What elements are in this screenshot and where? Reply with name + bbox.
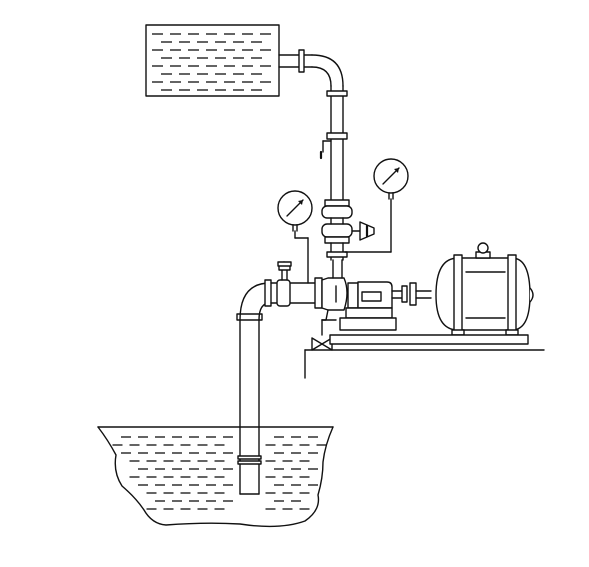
lower-reservoir: [97, 426, 334, 528]
centrifugal-pump: [311, 259, 403, 351]
electric-motor: [435, 242, 534, 336]
discharge-pressure-gauge: [344, 158, 409, 253]
priming-valve: [277, 261, 292, 281]
base-plate: [329, 334, 529, 345]
lower-reservoir-water: [112, 436, 327, 510]
upper-tank: [145, 24, 280, 97]
discharge-pipe: [278, 49, 350, 207]
discharge-valve: [321, 205, 375, 261]
coupling: [401, 282, 432, 306]
suction-vacuum-gauge: [277, 190, 313, 284]
floor: [304, 349, 545, 379]
suction-pipe: [236, 277, 323, 495]
upper-tank-water: [152, 33, 271, 91]
